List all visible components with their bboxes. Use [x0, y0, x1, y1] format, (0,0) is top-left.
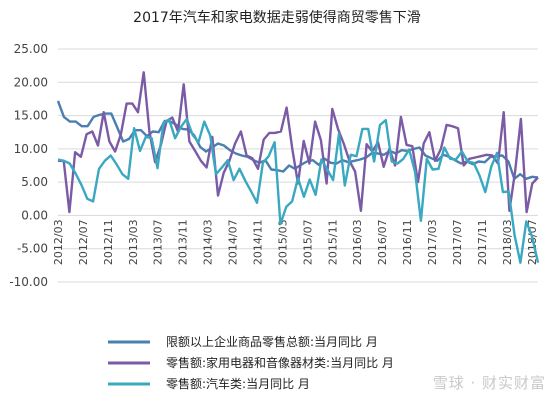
- series-lines: [56, 71, 540, 264]
- x-tick-label: 2015/07: [301, 219, 314, 265]
- y-tick-label: -10.00: [9, 275, 48, 289]
- x-tick-label: 2013/03: [127, 219, 140, 265]
- y-axis: 25.00 20.00 15.00 10.00 5.00 0.00 -5.00 -10.00: [9, 42, 48, 289]
- y-tick-label: 15.00: [14, 109, 48, 123]
- legend-label: 零售额:汽车类:当月同比 月: [166, 376, 310, 391]
- x-tick-label: 2017/03: [426, 219, 439, 265]
- x-tick-label: 2013/11: [177, 219, 190, 265]
- watermark: 雪球 · 财实财富: [432, 374, 546, 392]
- x-tick-label: 2014/11: [251, 219, 264, 265]
- x-tick-label: 2016/03: [351, 219, 364, 265]
- chart-title: 2017年汽车和家电数据走弱使得商贸零售下滑: [133, 9, 421, 26]
- y-tick-label: 0.00: [21, 208, 48, 222]
- legend-label: 零售额:家用电器和音像器材类:当月同比 月: [166, 355, 394, 370]
- x-tick-label: 2016/07: [376, 219, 389, 265]
- series-line-3: [57, 117, 540, 264]
- x-tick-label: 2014/03: [202, 219, 215, 265]
- y-tick-label: 20.00: [14, 75, 48, 89]
- x-tick-label: 2017/07: [451, 219, 464, 265]
- x-tick-label: 2012/07: [77, 219, 90, 265]
- x-axis: 2012/03 2012/07 2012/11 2013/03 2013/07 2013/…: [52, 219, 539, 265]
- x-tick-label: 2017/11: [476, 219, 489, 265]
- x-tick-label: 2013/07: [152, 219, 165, 265]
- y-tick-label: 25.00: [14, 42, 48, 56]
- x-tick-label: 2012/03: [52, 219, 65, 265]
- y-tick-label: 10.00: [14, 142, 48, 156]
- x-tick-label: 2015/11: [326, 219, 339, 265]
- x-tick-label: 2012/11: [102, 219, 115, 265]
- series-line-2: [58, 71, 539, 214]
- x-tick-label: 2018/03: [501, 219, 514, 265]
- x-tick-label: 2016/11: [401, 219, 414, 265]
- legend-label: 限额以上企业商品零售总额:当月同比 月: [166, 334, 378, 349]
- x-tick-label: 2014/07: [227, 219, 240, 265]
- y-tick-label: 5.00: [21, 175, 48, 189]
- x-tick-label: 2015/03: [276, 219, 289, 265]
- y-tick-label: -5.00: [17, 242, 48, 256]
- series-line-1: [56, 100, 539, 181]
